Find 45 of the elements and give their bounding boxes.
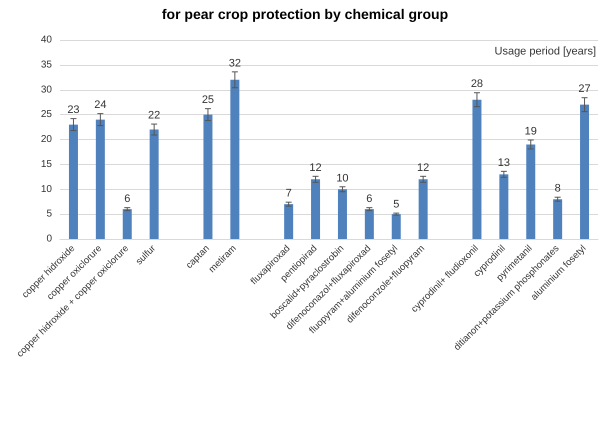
- data-label: 24: [94, 99, 106, 112]
- data-label: 10: [336, 172, 349, 184]
- bar: [68, 124, 78, 239]
- y-tick-label: 0: [46, 234, 52, 244]
- data-label: 6: [366, 193, 372, 206]
- y-tick-label: 35: [40, 59, 52, 70]
- data-label: 25: [202, 94, 214, 106]
- data-label: 19: [524, 125, 537, 138]
- data-label: 6: [124, 193, 130, 206]
- bar: [122, 209, 132, 239]
- y-tick-label: 5: [46, 208, 52, 220]
- y-tick-label: 30: [40, 84, 52, 96]
- data-label: 32: [228, 57, 241, 70]
- bar: [553, 199, 562, 239]
- bar: [203, 114, 212, 239]
- data-label: 12: [309, 162, 322, 174]
- bar: [364, 209, 374, 239]
- y-tick-label: 15: [40, 158, 52, 170]
- bar: [580, 104, 590, 239]
- bar: [230, 80, 240, 239]
- y-tick-label: 20: [40, 134, 52, 145]
- data-label: 8: [554, 182, 561, 195]
- data-label: 12: [417, 162, 430, 174]
- bar: [284, 204, 294, 239]
- bar: [418, 179, 428, 239]
- y-tick-label: 10: [40, 184, 52, 195]
- y-tick-label: 25: [40, 109, 52, 120]
- bar: [150, 130, 159, 239]
- y-tick-label: 40: [40, 34, 52, 46]
- data-label: 22: [148, 110, 160, 122]
- chart-title: for pear crop protection by chemical group: [162, 6, 448, 22]
- data-label: 27: [578, 83, 591, 96]
- data-label: 23: [67, 104, 80, 116]
- bar: [499, 174, 508, 239]
- bar: [526, 144, 536, 239]
- data-label: 5: [393, 198, 400, 211]
- bar: [96, 120, 105, 239]
- bar: [311, 179, 320, 239]
- y-axis-title: Usage period [years]: [494, 46, 596, 58]
- data-label: 28: [470, 78, 484, 90]
- bar: [472, 100, 482, 239]
- bar: [338, 189, 347, 239]
- data-label: 7: [286, 188, 292, 200]
- bar: [392, 214, 401, 239]
- data-label: 13: [498, 156, 510, 169]
